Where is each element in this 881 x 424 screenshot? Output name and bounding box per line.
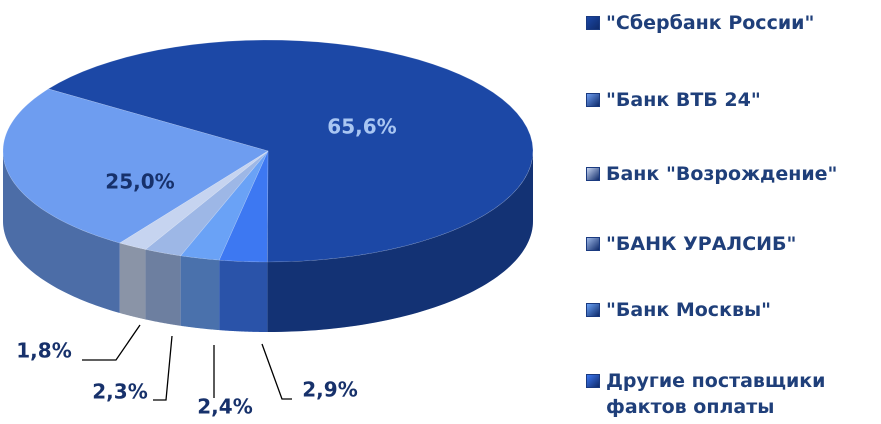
legend-item: "БАНК УРАЛСИБ" [586,231,878,257]
pie-side-shade [219,260,268,332]
legend-item: "Сбербанк России" [586,10,878,36]
legend-swatch [586,374,600,388]
legend-label: "Банк Москвы" [606,299,772,321]
pie-side-shade [119,243,146,320]
pie-side-shade [180,255,220,331]
legend-item: Другие поставщики фактов оплаты [586,368,878,420]
legend-swatch [586,93,600,107]
data-label: 2,9% [302,378,357,402]
pie-slice [218,150,269,263]
data-label: 65,6% [327,115,396,139]
pie-side [145,249,181,326]
pie-slice [119,150,269,250]
pie-slice [144,150,269,257]
pie-side-shade [267,151,533,332]
legend-label: "Банк ВТБ 24" [606,89,761,111]
pie-side [219,260,268,332]
pie-side [119,243,146,320]
legend-item: "Банк ВТБ 24" [586,87,878,113]
leader-line [153,335,173,401]
pie-side [3,151,120,314]
pie-side [267,151,533,332]
data-label: 1,8% [16,339,71,363]
data-label: 2,4% [197,395,252,419]
legend-label: Другие поставщики фактов оплаты [606,370,826,418]
data-label: 2,3% [92,380,147,404]
legend-swatch [586,303,600,317]
legend-item: "Банк Москвы" [586,297,878,323]
legend-label: Банк "Возрождение" [606,163,838,185]
pie-side-shade [3,151,120,314]
leader-line [82,324,141,361]
leader-line [261,343,292,400]
pie-side-shade [145,249,181,326]
pie-slice [2,88,269,244]
pie-side [180,255,220,331]
legend-swatch [586,167,600,181]
legend-label: "Сбербанк России" [606,12,815,34]
pie-slice [180,150,269,261]
legend-swatch [586,16,600,30]
data-label: 25,0% [105,170,174,194]
legend-swatch [586,237,600,251]
legend-item: Банк "Возрождение" [586,161,878,187]
pie: 65,6% 25,0% 1,8% 2,3% 2,4% 2,9% [2,39,534,419]
legend-label: "БАНК УРАЛСИБ" [606,233,797,255]
pie-slice [47,39,534,263]
